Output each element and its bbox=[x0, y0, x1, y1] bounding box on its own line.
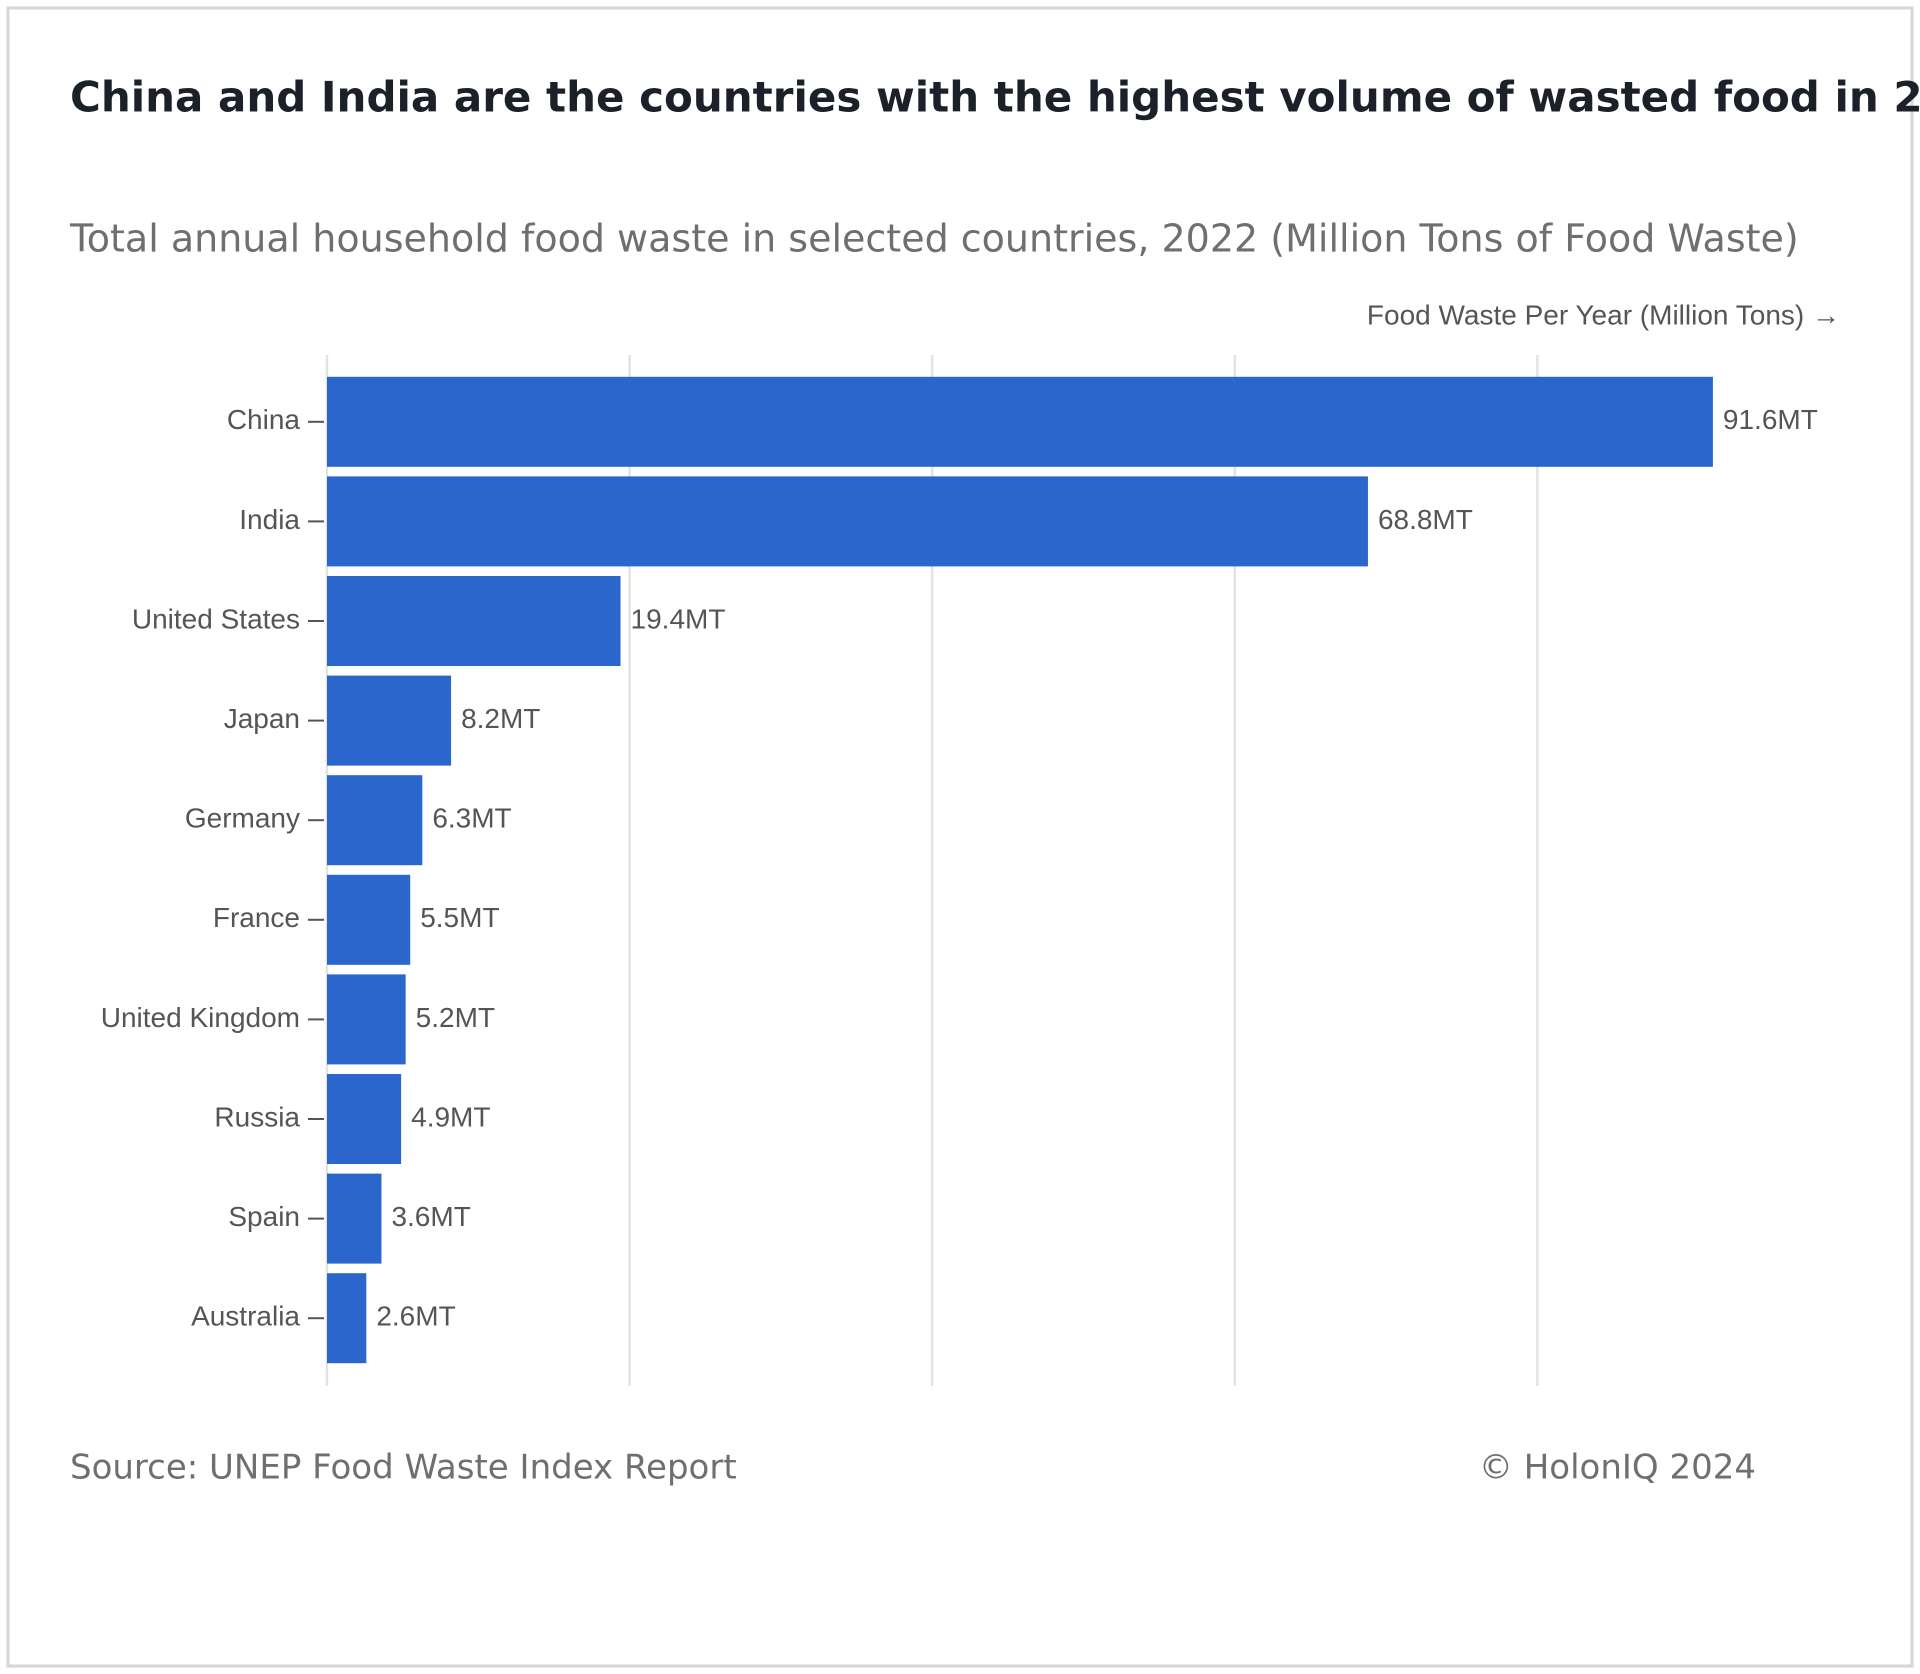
y-tick-label: China bbox=[227, 404, 301, 435]
value-label: 5.5MT bbox=[420, 902, 499, 933]
y-tick-label: United States bbox=[132, 603, 300, 634]
value-label: 91.6MT bbox=[1723, 404, 1818, 435]
bar bbox=[327, 1074, 402, 1164]
value-label: 19.4MT bbox=[631, 603, 726, 634]
y-tick-label: Russia bbox=[214, 1101, 300, 1132]
credit: © HolonIQ 2024 bbox=[1479, 1448, 1756, 1488]
x-axis-title: Food Waste Per Year (Million Tons) → bbox=[1367, 299, 1840, 330]
value-label: 8.2MT bbox=[461, 703, 540, 734]
source: Source: UNEP Food Waste Index Report bbox=[70, 1448, 737, 1488]
y-tick-label: Germany bbox=[185, 803, 300, 834]
y-tick-label: Japan bbox=[224, 703, 300, 734]
value-label: 6.3MT bbox=[432, 803, 511, 834]
bar bbox=[327, 1273, 367, 1364]
value-label: 2.6MT bbox=[376, 1301, 455, 1332]
bar bbox=[327, 775, 423, 866]
y-tick-label: Australia bbox=[191, 1301, 300, 1332]
y-tick-label: France bbox=[213, 902, 300, 933]
bar bbox=[327, 476, 1368, 567]
y-tick-label: United Kingdom bbox=[101, 1002, 300, 1033]
value-label: 5.2MT bbox=[416, 1002, 495, 1033]
value-label: 4.9MT bbox=[411, 1101, 490, 1132]
chart-subtitle: Total annual household food waste in sel… bbox=[69, 217, 1799, 261]
bar bbox=[327, 675, 452, 766]
bar bbox=[327, 576, 621, 666]
bar bbox=[327, 974, 406, 1065]
y-tick-label: Spain bbox=[228, 1201, 300, 1232]
bar bbox=[327, 376, 1713, 467]
chart-title: China and India are the countries with t… bbox=[70, 73, 1920, 122]
bar bbox=[327, 874, 411, 965]
y-tick-label: India bbox=[239, 504, 300, 535]
value-label: 3.6MT bbox=[391, 1201, 470, 1232]
bar bbox=[327, 1173, 382, 1264]
card-border bbox=[6, 6, 1914, 1668]
value-label: 68.8MT bbox=[1378, 504, 1473, 535]
